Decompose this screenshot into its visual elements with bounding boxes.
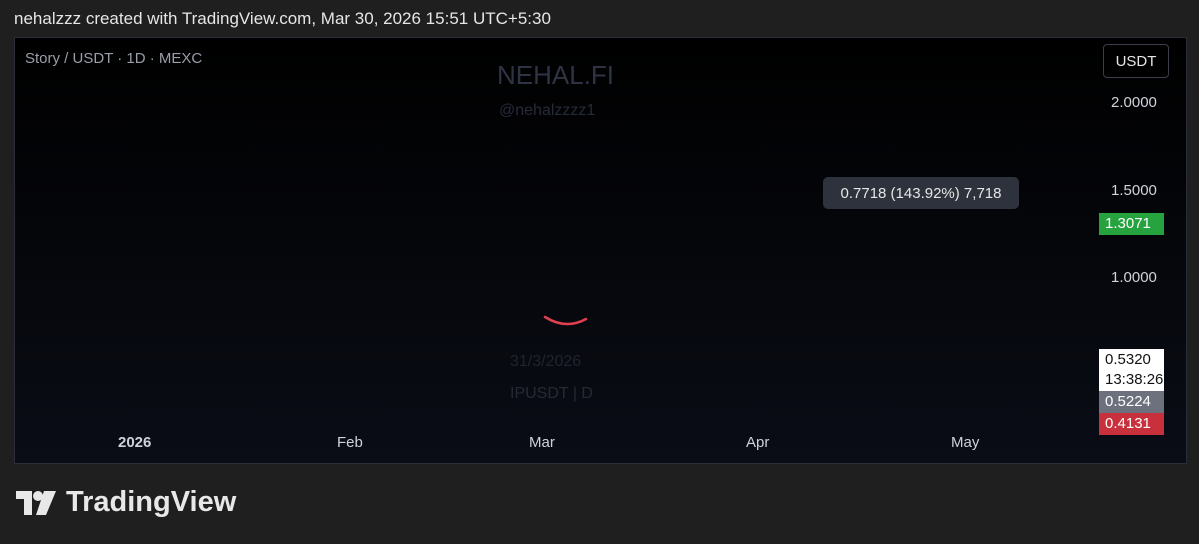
watermark-brand: NEHAL.FI (497, 60, 615, 90)
current-price: 0.5320 (1105, 351, 1151, 368)
x-tick-label: 2026 (118, 434, 152, 451)
chart-header: nehalzzz created with TradingView.com, M… (14, 9, 551, 28)
x-tick-label: May (951, 434, 980, 451)
tradingview-logo-icon (16, 489, 58, 517)
currency-button[interactable]: USDT (1103, 44, 1169, 78)
watermark-symbol: IPUSDT | D (510, 385, 593, 402)
x-tick-label: Mar (529, 434, 555, 451)
target-price-badge: 1.3071 (1099, 213, 1164, 235)
countdown-timer: 13:38:26 (1105, 371, 1164, 388)
entry-price-badge: 0.5224 (1099, 391, 1164, 413)
watermark-date: 31/3/2026 (510, 353, 582, 370)
current-price-badge: 0.5320 13:38:26 (1099, 349, 1164, 391)
chart-area[interactable]: Story / USDT · 1D · MEXC NEHAL.FI @nehal… (14, 37, 1187, 464)
x-tick-label: Feb (337, 434, 363, 451)
y-tick-label: 1.0000 (1111, 269, 1157, 286)
price-chart[interactable] (15, 38, 1101, 463)
measure-label: 0.7718 (143.92%) 7,718 (823, 177, 1019, 209)
y-tick-label: 2.0000 (1111, 94, 1157, 111)
y-tick-label: 1.5000 (1111, 182, 1157, 199)
watermark-handle: @nehalzzzz1 (499, 102, 596, 119)
symbol-legend[interactable]: Story / USDT · 1D · MEXC (25, 50, 203, 67)
rounding-bottom-marker (543, 315, 588, 326)
stop-price-badge: 0.4131 (1099, 413, 1164, 435)
tradingview-wordmark: TradingView (66, 486, 237, 518)
x-tick-label: Apr (746, 434, 770, 451)
tradingview-logo[interactable]: TradingView (16, 486, 236, 519)
